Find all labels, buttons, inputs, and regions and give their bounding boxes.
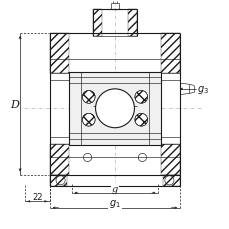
Bar [162,175,179,186]
Text: 22: 22 [32,192,42,201]
Bar [160,34,179,74]
Bar [69,72,160,145]
Text: $g_3$: $g_3$ [196,84,208,95]
Bar [50,175,67,186]
Bar [93,10,102,37]
Bar [160,144,179,175]
Circle shape [82,114,95,127]
Circle shape [82,91,95,104]
Circle shape [95,90,134,128]
Text: D: D [10,99,19,109]
Bar [127,10,136,37]
Bar [50,34,69,74]
Text: $d_1$: $d_1$ [113,93,125,106]
Circle shape [134,114,147,127]
Bar [50,144,69,175]
Text: $g_1$: $g_1$ [109,197,120,209]
Circle shape [134,91,147,104]
Text: g: g [111,184,118,193]
